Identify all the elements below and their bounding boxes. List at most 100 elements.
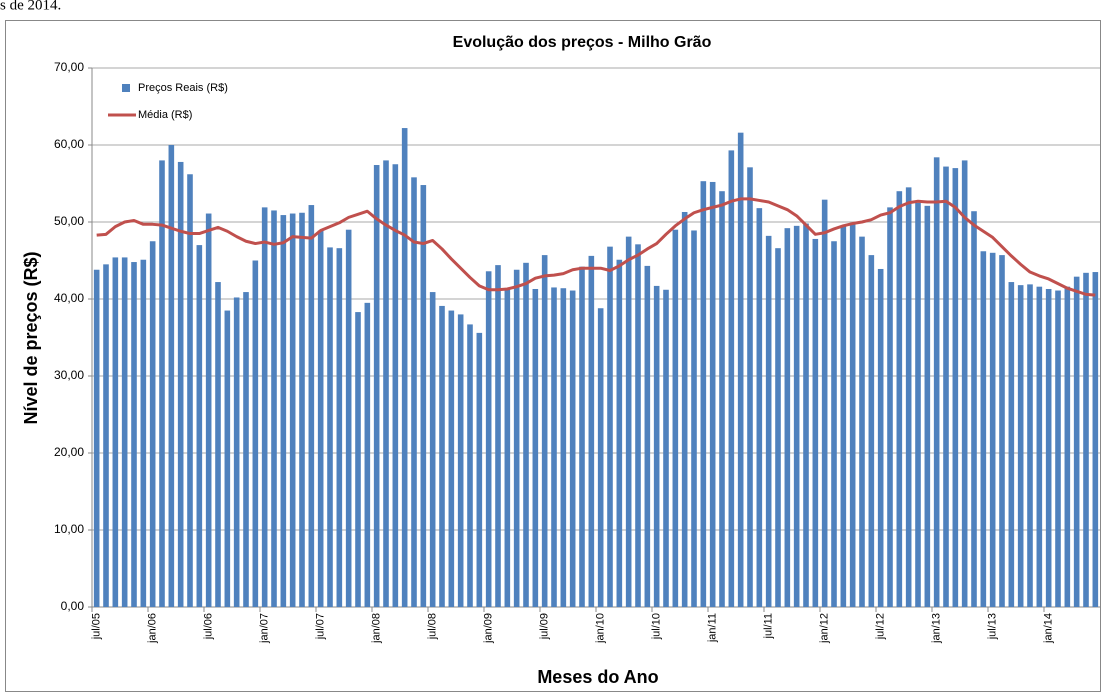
bar xyxy=(345,229,352,607)
bar xyxy=(980,251,987,607)
bar xyxy=(196,245,203,607)
bar xyxy=(280,215,287,607)
bar xyxy=(140,259,147,607)
bar xyxy=(840,225,847,607)
x-tick-label: jan/14 xyxy=(1043,613,1055,644)
bar xyxy=(896,191,903,607)
header-fragment: s de 2014. xyxy=(0,0,61,13)
bar xyxy=(943,166,949,607)
bar xyxy=(821,199,828,608)
x-tick-label: jan/10 xyxy=(595,613,607,644)
bar xyxy=(569,290,576,607)
bar xyxy=(625,236,632,607)
bar xyxy=(1055,290,1061,607)
bar xyxy=(719,191,725,607)
bar xyxy=(364,302,371,607)
x-tick-label: jul/13 xyxy=(987,613,999,640)
bar xyxy=(271,210,277,607)
bar xyxy=(308,205,315,607)
bar xyxy=(149,241,156,607)
bar xyxy=(373,165,380,607)
bar xyxy=(663,289,669,607)
bar xyxy=(681,211,688,608)
bar xyxy=(653,285,660,607)
bar xyxy=(1017,285,1024,607)
y-tick-label: 30,00 xyxy=(54,368,84,382)
y-tick-label: 0,00 xyxy=(61,599,85,613)
bar xyxy=(233,297,240,607)
bar xyxy=(1073,276,1080,607)
bar xyxy=(177,161,184,607)
bar xyxy=(915,202,921,607)
bar xyxy=(448,310,455,607)
x-tick-label: jan/06 xyxy=(147,613,159,644)
bar xyxy=(541,255,548,608)
x-tick-label: jul/11 xyxy=(763,613,775,639)
bar xyxy=(905,187,912,607)
bar xyxy=(1083,272,1089,607)
bar xyxy=(392,164,399,607)
bar xyxy=(709,181,716,607)
bar xyxy=(971,211,977,607)
bar xyxy=(924,205,931,607)
bar xyxy=(504,288,511,607)
x-tick-label: jul/08 xyxy=(427,613,439,640)
bar xyxy=(215,282,221,607)
bar xyxy=(93,269,100,607)
bar xyxy=(401,128,408,607)
bar xyxy=(383,160,389,607)
bar xyxy=(289,213,296,607)
y-axis-title: Nível de preços (R$) xyxy=(21,251,41,424)
x-tick-label: jan/11 xyxy=(707,613,719,643)
bar xyxy=(495,265,501,607)
bar xyxy=(691,230,697,607)
x-tick-label: jan/08 xyxy=(371,613,383,644)
bar xyxy=(513,269,520,607)
bar xyxy=(765,235,772,608)
legend-label: Média (R$) xyxy=(138,109,192,121)
y-tick-label: 20,00 xyxy=(54,445,84,459)
bar xyxy=(793,225,800,607)
bar xyxy=(961,160,968,607)
bar xyxy=(859,236,865,607)
bar xyxy=(420,185,427,608)
bar xyxy=(849,223,856,608)
bar xyxy=(112,257,119,607)
bar xyxy=(560,288,567,607)
bar xyxy=(616,259,623,607)
bar xyxy=(868,255,875,608)
bar xyxy=(588,255,595,607)
bar xyxy=(579,266,585,607)
bar xyxy=(607,246,613,607)
bar xyxy=(532,288,539,607)
bar xyxy=(775,248,781,607)
bar xyxy=(467,324,473,607)
bar xyxy=(812,238,819,607)
legend-label: Preços Reais (R$) xyxy=(138,82,228,94)
bar xyxy=(439,305,445,607)
x-tick-label: jan/12 xyxy=(819,613,831,644)
bar xyxy=(523,262,529,607)
bar xyxy=(1008,282,1015,607)
bar xyxy=(672,229,679,607)
x-axis-title: Meses do Ano xyxy=(537,667,658,687)
bar xyxy=(989,252,996,608)
bar xyxy=(700,181,707,607)
y-tick-label: 40,00 xyxy=(54,291,84,305)
y-tick-label: 70,00 xyxy=(54,60,84,74)
bar xyxy=(737,132,744,607)
bar xyxy=(121,257,128,607)
x-tick-label: jan/07 xyxy=(259,613,271,644)
x-tick-label: jan/09 xyxy=(483,613,495,644)
bar xyxy=(644,265,651,607)
bar xyxy=(877,268,884,607)
bar xyxy=(803,223,809,608)
chart-title: Evolução dos preços - Milho Grão xyxy=(453,34,712,51)
bar xyxy=(103,264,109,607)
bar xyxy=(205,213,212,607)
bar xyxy=(999,255,1005,608)
bar xyxy=(187,174,193,607)
x-tick-label: jul/07 xyxy=(315,613,327,640)
